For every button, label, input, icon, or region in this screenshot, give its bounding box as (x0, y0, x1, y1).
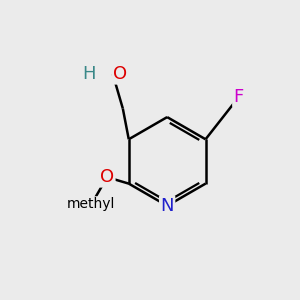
Text: O: O (100, 168, 114, 186)
Text: H: H (82, 65, 96, 83)
Text: N: N (160, 197, 174, 215)
Text: O: O (113, 65, 127, 83)
Text: F: F (234, 88, 244, 106)
Text: methyl: methyl (67, 197, 116, 212)
